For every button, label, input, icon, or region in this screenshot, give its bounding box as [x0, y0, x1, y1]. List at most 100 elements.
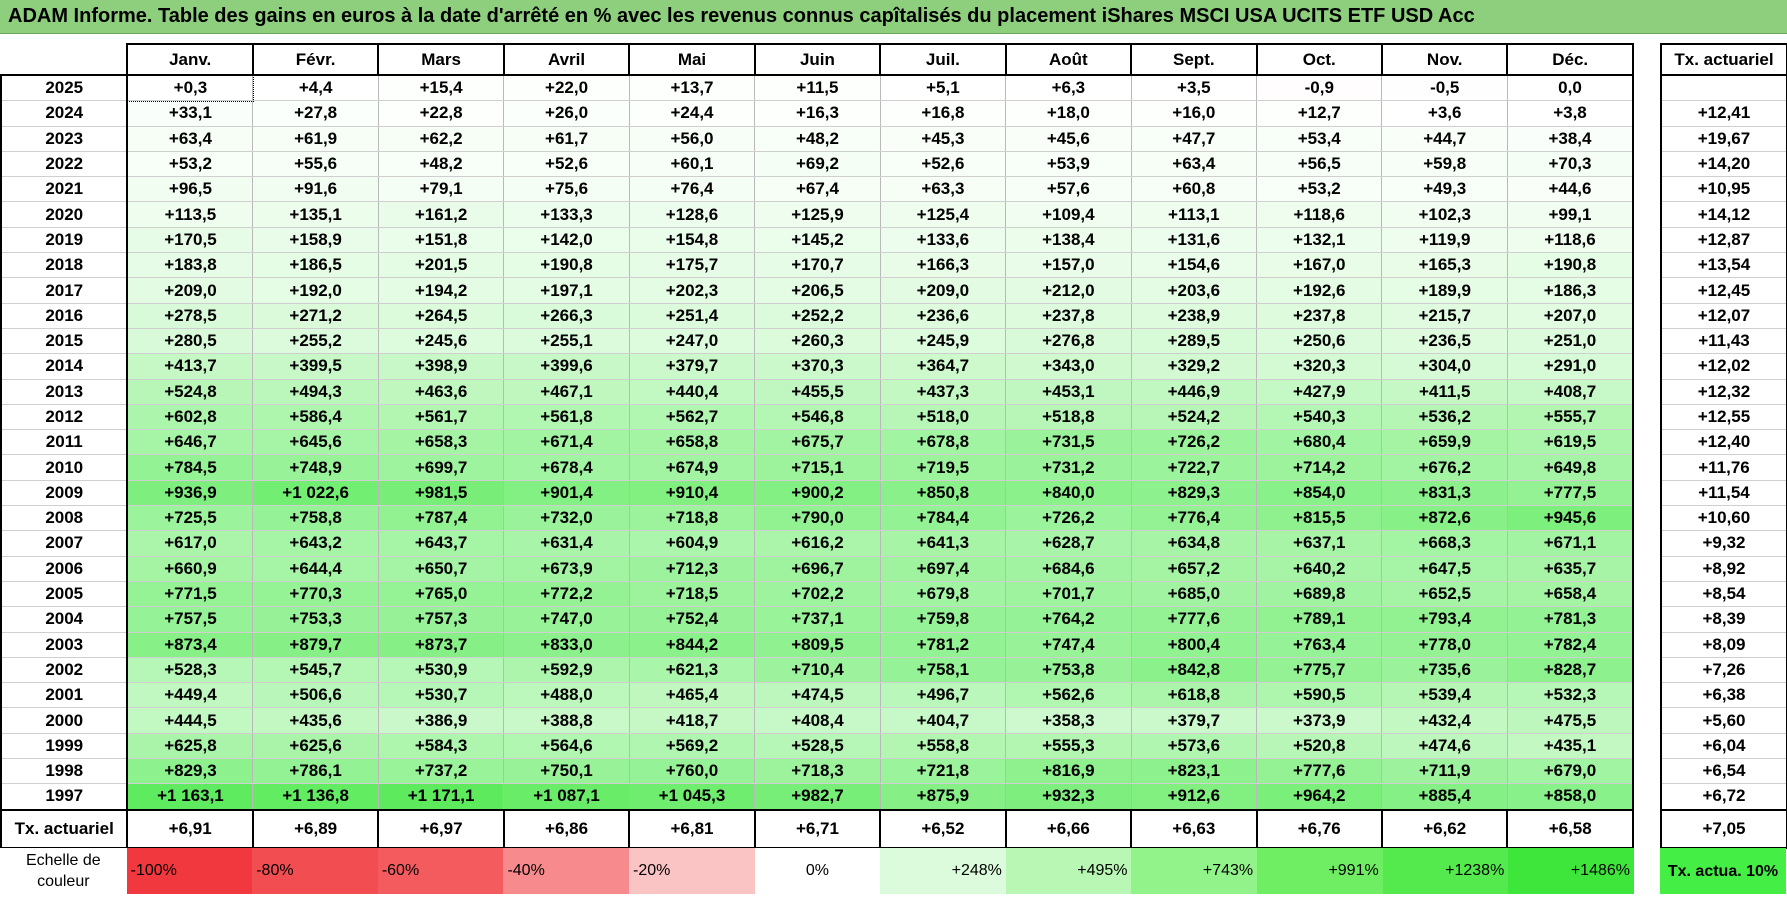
gain-cell: +758,8: [252, 505, 379, 532]
title-bar: ADAM Informe. Table des gains en euros à…: [0, 0, 1787, 34]
gain-cell: +696,7: [754, 556, 881, 582]
gain-cell: +194,2: [377, 277, 505, 304]
gain-cell: +61,9: [252, 126, 379, 152]
gain-cell: +52,6: [503, 151, 630, 178]
gain-cell: +189,9: [1381, 277, 1508, 304]
gain-cell: +56,5: [1256, 151, 1383, 178]
gain-cell: +52,6: [879, 151, 1007, 178]
gain-cell: +555,7: [1506, 404, 1634, 431]
gain-cell: +710,4: [754, 657, 881, 684]
gain-cell: +61,7: [503, 126, 630, 152]
gain-cell: +786,1: [252, 758, 379, 785]
footer-rate-cell: +6,66: [1004, 808, 1133, 849]
month-header: Déc.: [1506, 43, 1634, 76]
gain-cell: +238,9: [1130, 303, 1258, 329]
gain-cell: +647,5: [1381, 556, 1508, 582]
gain-cell: +343,0: [1005, 353, 1132, 380]
gain-cell: +320,3: [1256, 353, 1383, 380]
gain-cell: +753,3: [252, 606, 379, 633]
gain-cell: +758,1: [879, 657, 1007, 684]
gain-cell: +637,1: [1256, 530, 1383, 557]
gain-cell: +432,4: [1381, 707, 1508, 734]
gain-cell: +16,8: [879, 100, 1007, 127]
rate-row: +12,40: [1660, 429, 1787, 456]
table-row: 2012 +602,8 +586,4 +561,7 +561,8 +562,7 +546,8…: [0, 404, 1634, 431]
gain-cell: +488,0: [503, 682, 630, 709]
gain-cell: +151,8: [377, 227, 505, 254]
footer-rate-cell: +6,76: [1255, 808, 1383, 849]
gain-cell: +237,8: [1005, 303, 1132, 329]
year-label: 2025: [0, 74, 129, 102]
year-label: 2003: [0, 632, 129, 658]
gain-cell: +621,3: [628, 657, 756, 684]
gain-cell: +684,6: [1005, 556, 1132, 582]
color-scale-swatch: 0%: [754, 848, 881, 894]
gain-cell: +673,9: [503, 556, 630, 582]
gain-cell: +16,3: [754, 100, 881, 127]
rate-row: +11,43: [1660, 328, 1787, 355]
gain-cell: +854,0: [1256, 480, 1383, 507]
year-label: 2004: [0, 606, 129, 633]
gain-cell: +873,4: [126, 632, 254, 658]
gain-cell: +715,1: [754, 454, 881, 481]
rate-row: +8,09: [1660, 632, 1787, 658]
gain-cell: +702,2: [754, 581, 881, 608]
gain-cell: +186,5: [252, 252, 379, 279]
gain-cell: +33,1: [126, 100, 254, 127]
gain-cell: +731,5: [1005, 429, 1132, 456]
rate-cell: +13,54: [1660, 252, 1787, 279]
rate-header: Tx. actuariel: [1660, 43, 1787, 76]
gain-cell: +1 163,1: [126, 783, 254, 811]
gain-cell: +22,0: [503, 74, 630, 102]
gain-cell: +718,8: [628, 505, 756, 532]
rate-cell: +6,72: [1660, 783, 1787, 811]
gain-cell: +102,3: [1381, 201, 1508, 228]
gain-cell: +278,5: [126, 303, 254, 329]
gain-cell: +753,8: [1005, 657, 1132, 684]
gain-cell: +245,6: [377, 328, 505, 355]
gain-cell: +784,5: [126, 454, 254, 481]
gain-cell: +732,0: [503, 505, 630, 532]
gain-cell: +12,7: [1256, 100, 1383, 127]
year-label: 2000: [0, 707, 129, 734]
footer-row: Tx. actuariel +6,91 +6,89 +6,97 +6,86 +6,81 +…: [0, 808, 1634, 849]
color-scale-label: Echelle de couleur: [0, 848, 127, 894]
gain-cell: +358,3: [1005, 707, 1132, 734]
table-row: 2001 +449,4 +506,6 +530,7 +488,0 +465,4 +474,5…: [0, 682, 1634, 709]
rate-row: +6,72: [1660, 783, 1787, 811]
year-label: 2022: [0, 151, 129, 178]
gain-cell: +1 022,6: [252, 480, 379, 507]
gain-cell: +255,2: [252, 328, 379, 355]
gain-cell: +772,2: [503, 581, 630, 608]
table-row: 2024 +33,1 +27,8 +22,8 +26,0 +24,4 +16,3 +16,8 +…: [0, 100, 1634, 127]
gain-cell: +757,5: [126, 606, 254, 633]
gain-cell: +546,8: [754, 404, 881, 431]
gain-cell: +660,9: [126, 556, 254, 582]
gain-cell: +752,4: [628, 606, 756, 633]
gain-cell: +329,2: [1130, 353, 1258, 380]
gain-cell: +617,0: [126, 530, 254, 557]
gain-cell: +964,2: [1256, 783, 1383, 811]
gain-cell: +737,1: [754, 606, 881, 633]
gain-cell: +787,4: [377, 505, 505, 532]
gain-cell: +1 171,1: [377, 783, 505, 811]
gain-cell: +60,1: [628, 151, 756, 178]
gain-cell: +388,8: [503, 707, 630, 734]
gain-cell: +128,6: [628, 201, 756, 228]
gain-cell: +561,7: [377, 404, 505, 431]
year-label: 1997: [0, 783, 129, 811]
gain-cell: +912,6: [1130, 783, 1258, 811]
gain-cell: +518,0: [879, 404, 1007, 431]
rate-row: +9,32: [1660, 530, 1787, 557]
gain-cell: +125,9: [754, 201, 881, 228]
gain-cell: +625,6: [252, 733, 379, 760]
gain-cell: +631,4: [503, 530, 630, 557]
gain-cell: +747,0: [503, 606, 630, 633]
gains-table: Janv. Févr. Mars Avril Mai Juin Juil. Août Sept.…: [0, 43, 1634, 849]
gain-cell: +45,3: [879, 126, 1007, 152]
gain-cell: +759,8: [879, 606, 1007, 633]
month-header: Févr.: [251, 43, 380, 76]
gain-cell: +718,3: [754, 758, 881, 785]
gain-cell: +408,7: [1506, 379, 1634, 405]
gain-cell: +747,4: [1005, 632, 1132, 658]
